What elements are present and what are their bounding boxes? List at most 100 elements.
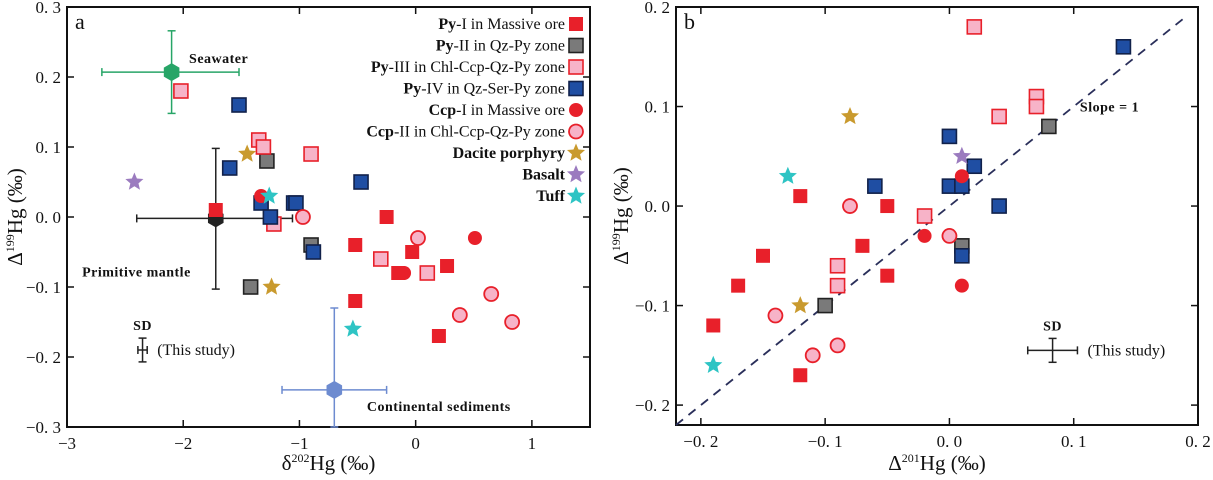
legend-label-bold: Py — [438, 16, 456, 33]
legend-item-py3: Py-III in Chl-Ccp-Qz-Py zone — [371, 59, 584, 76]
data-point-ccp2 — [504, 314, 521, 330]
data-point-py1 — [731, 278, 746, 293]
series-ccp2 — [295, 209, 521, 330]
y-axis-title-suffix: Hg (‰) — [3, 168, 27, 234]
legend-label-bold: Ccp — [366, 124, 394, 141]
y-tick-label: 0. 1 — [36, 138, 62, 157]
data-point-py3 — [916, 208, 933, 224]
slope-label: Slope = 1 — [1080, 101, 1139, 116]
legend-marker-ccp1 — [569, 103, 583, 117]
data-point-py4 — [867, 178, 883, 194]
x-axis-title-suffix: Hg (‰) — [920, 451, 986, 475]
seawater-label: Seawater — [189, 52, 248, 67]
data-point-py4 — [288, 195, 304, 211]
legend-marker-basalt — [566, 165, 586, 183]
series-py3 — [829, 19, 1045, 294]
series-py1 — [208, 203, 455, 343]
legend-label-rest: -I in Massive ore — [456, 16, 565, 33]
legend-item-ccp1: Ccp-I in Massive ore — [429, 102, 583, 119]
data-point-py3 — [991, 108, 1007, 125]
x-tick-label: 0. 2 — [1185, 432, 1211, 451]
data-point-ccp1 — [954, 278, 969, 293]
legend-label-bold: Py — [371, 59, 389, 76]
legend-label-dacite: Dacite porphyry — [453, 145, 565, 162]
data-point-ccp2 — [829, 337, 846, 354]
data-point-py3 — [1028, 98, 1045, 115]
y-axis-title-suffix: Hg (‰) — [609, 167, 633, 233]
data-point-basalt — [952, 146, 971, 164]
data-point-py4 — [991, 198, 1007, 214]
series-tuff — [704, 166, 797, 373]
y-tick-label: 0. 0 — [645, 197, 671, 216]
data-point-py1 — [855, 238, 870, 253]
series-py3 — [173, 83, 436, 281]
y-axis-title-prefix: Δ — [3, 252, 27, 266]
y-axis-title: Δ199Hg (‰) — [3, 168, 27, 265]
legend-marker-ccp2 — [568, 123, 584, 140]
data-point-py1 — [208, 203, 223, 217]
data-point-py3 — [829, 277, 846, 294]
data-point-dacite — [791, 296, 810, 314]
legend-marker-py1 — [569, 17, 583, 31]
data-point-ccp2 — [483, 286, 500, 302]
legend-marker-tuff — [566, 186, 586, 204]
legend-label-rest: -I in Massive ore — [456, 102, 565, 119]
data-point-py3 — [372, 251, 389, 267]
legend-label-bold: Tuff — [536, 188, 565, 205]
x-axis-title-suffix: Hg (‰) — [310, 451, 376, 475]
series-ccp2 — [767, 198, 958, 364]
continental-sediments-marker — [326, 380, 343, 399]
legend-item-tuff: Tuff — [536, 186, 586, 205]
panel-label: b — [684, 9, 695, 34]
legend-item-ccp2: Ccp-II in Chl-Ccp-Qz-Py zone — [366, 123, 584, 141]
x-tick-label: −3 — [58, 434, 76, 453]
legend-item-py2: Py-II in Qz-Py zone — [436, 37, 584, 55]
data-point-ccp1 — [467, 231, 482, 245]
x-tick-label: 0. 0 — [937, 432, 963, 451]
data-point-py1 — [348, 238, 363, 252]
x-axis-title-prefix: Δ — [888, 451, 902, 475]
data-point-py4 — [262, 209, 279, 225]
data-point-py2 — [259, 153, 275, 169]
x-tick-label: 0. 1 — [1061, 432, 1087, 451]
data-point-ccp2 — [410, 230, 426, 246]
x-axis-title-prefix: δ — [282, 451, 292, 475]
legend-label-tuff: Tuff — [536, 188, 565, 205]
data-point-basalt — [125, 172, 144, 190]
legend-label-bold: Py — [436, 38, 454, 55]
series-py4 — [867, 39, 1132, 264]
data-point-py1 — [793, 368, 808, 383]
y-axis-title-sup: 199 — [3, 234, 17, 252]
legend-label-bold: Py — [403, 81, 421, 98]
series-ccp1 — [917, 169, 969, 293]
data-point-ccp2 — [842, 198, 858, 214]
series-ccp1 — [254, 189, 482, 280]
x-axis-title-sup: 202 — [292, 451, 310, 465]
x-axis-title-sup: 201 — [902, 451, 920, 465]
y-axis-title-prefix: Δ — [609, 251, 633, 265]
data-point-py1 — [440, 259, 455, 273]
primitive-mantle-label: Primitive mantle — [82, 266, 191, 281]
legend-label-rest: -II in Qz-Py zone — [453, 38, 565, 55]
legend-label-py4: Py-IV in Qz-Ser-Py zone — [403, 81, 565, 98]
data-point-tuff — [704, 355, 723, 373]
data-point-py1 — [756, 248, 770, 263]
data-point-py4 — [353, 174, 369, 190]
x-tick-label: −2 — [174, 434, 192, 453]
data-point-dacite — [238, 144, 257, 162]
panel-b: −0. 2 −0. 1 0. 0 0. 1 0. 2 0. 2 0. 1 0. 0 −0. 1 −… — [609, 0, 1211, 475]
y-tick-label: −0. 2 — [26, 348, 61, 367]
series-py4 — [221, 97, 369, 260]
y-tick-label: −0. 1 — [26, 278, 61, 297]
legend-marker-py2 — [568, 37, 584, 54]
legend-label-ccp1: Ccp-I in Massive ore — [429, 102, 565, 119]
y-tick-label: 0. 2 — [645, 0, 671, 17]
data-point-py3 — [255, 139, 272, 155]
x-axis-title: δ202Hg (‰) — [282, 451, 376, 475]
sd-title: SD — [133, 319, 152, 334]
series-dacite — [791, 106, 860, 314]
legend-label-ccp2: Ccp-II in Chl-Ccp-Qz-Py zone — [366, 124, 565, 141]
data-point-py4 — [966, 158, 983, 175]
y-tick-label: 0. 0 — [36, 208, 62, 227]
